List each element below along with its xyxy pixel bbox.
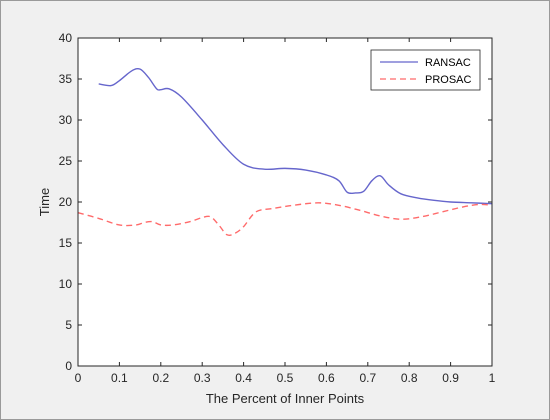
x-tick-label: 0.6 xyxy=(318,371,335,385)
legend-box xyxy=(370,49,481,91)
x-tick-label: 0 xyxy=(75,371,82,385)
x-axis-label: The Percent of Inner Points xyxy=(206,391,365,406)
x-tick-label: 0.7 xyxy=(359,371,376,385)
y-tick-label: 15 xyxy=(59,236,73,250)
plot-area-border xyxy=(77,37,493,367)
y-axis-ticks: 0 5 10 15 20 25 30 35 40 xyxy=(59,31,492,373)
x-tick-label: 0.5 xyxy=(277,371,294,385)
legend: RANSAC PROSAC xyxy=(370,49,481,91)
x-tick-label: 0.1 xyxy=(111,371,128,385)
y-tick-label: 25 xyxy=(59,154,73,168)
x-tick-label: 0.8 xyxy=(401,371,418,385)
y-tick-label: 0 xyxy=(65,359,72,373)
plot-area xyxy=(78,38,492,366)
legend-label-prosac: PROSAC xyxy=(425,74,472,86)
series-line-prosac xyxy=(77,202,493,237)
y-tick-label: 20 xyxy=(59,195,73,209)
y-tick-label: 5 xyxy=(65,318,72,332)
series-group xyxy=(77,67,493,237)
x-tick-label: 0.4 xyxy=(235,371,252,385)
y-axis-label: Time xyxy=(37,188,52,216)
series-line-ransac xyxy=(98,67,493,205)
x-axis-ticks: 0 0.1 0.2 0.3 0.4 0.5 0.6 0.7 0.8 0.9 1 xyxy=(75,38,496,385)
x-tick-label: 1 xyxy=(489,371,496,385)
x-tick-label: 0.9 xyxy=(442,371,459,385)
y-tick-label: 35 xyxy=(59,72,73,86)
x-tick-label: 0.3 xyxy=(194,371,211,385)
x-tick-label: 0.2 xyxy=(152,371,169,385)
y-tick-label: 40 xyxy=(59,31,73,45)
y-tick-label: 10 xyxy=(59,277,73,291)
y-tick-label: 30 xyxy=(59,113,73,127)
legend-label-ransac: RANSAC xyxy=(425,57,471,69)
